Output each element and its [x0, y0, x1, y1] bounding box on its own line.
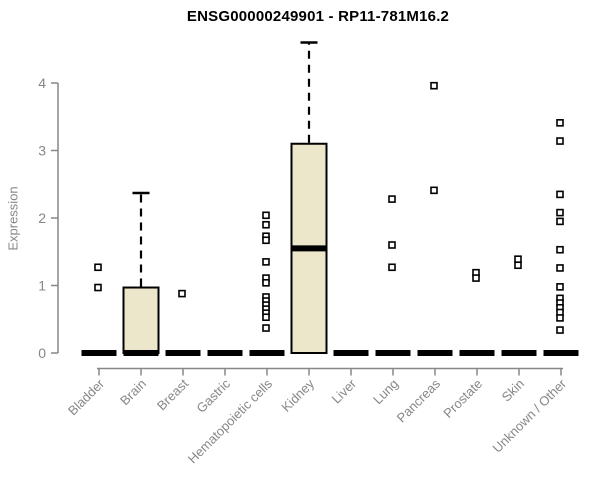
outlier-point — [556, 217, 564, 226]
median-line — [123, 350, 159, 356]
outlier-point — [514, 261, 522, 270]
x-tick-label: Bladder — [65, 376, 108, 419]
box — [122, 286, 160, 354]
y-tick-label: 0 — [38, 345, 46, 361]
outlier-point — [556, 283, 564, 291]
outlier-point — [262, 220, 270, 229]
median-line — [165, 350, 201, 356]
x-tick-label: Unknown / Other — [490, 376, 570, 456]
outlier-point — [556, 314, 564, 322]
x-tick-label: Lung — [370, 376, 401, 407]
outlier-point — [556, 137, 564, 145]
x-tick-label: Skin — [499, 376, 527, 404]
median-line — [291, 245, 327, 252]
median-line — [543, 350, 579, 356]
outlier-point — [556, 208, 564, 217]
median-line — [207, 350, 243, 356]
outlier-point — [262, 313, 270, 322]
outlier-point — [430, 186, 438, 195]
outlier-point — [556, 190, 564, 199]
outlier-point — [94, 263, 102, 272]
outlier-point — [262, 258, 270, 266]
median-line — [249, 350, 285, 356]
median-line — [375, 350, 411, 356]
median-line — [81, 350, 117, 356]
x-tick-label: Pancreas — [394, 376, 444, 426]
x-tick-label: Gastric — [193, 376, 233, 416]
x-tick-label: Kidney — [278, 376, 317, 415]
y-tick-label: 1 — [38, 278, 46, 294]
outlier-point — [388, 263, 396, 272]
y-axis-title: Expression — [5, 186, 21, 251]
outlier-point — [262, 324, 270, 332]
y-tick-label: 3 — [38, 143, 46, 159]
outlier-point — [514, 255, 522, 263]
outlier-point — [94, 283, 102, 292]
outlier-point — [388, 241, 396, 249]
outlier-point — [556, 326, 564, 334]
outlier-point — [430, 81, 438, 90]
median-line — [459, 350, 495, 356]
outlier-point — [262, 236, 270, 245]
outlier-point — [556, 264, 564, 272]
median-line — [333, 350, 369, 356]
x-tick-label: Prostate — [440, 376, 485, 421]
y-tick-label: 2 — [38, 210, 46, 226]
outlier-point — [262, 211, 270, 220]
outlier-point — [388, 195, 396, 203]
median-line — [417, 350, 453, 356]
x-tick-label: Brain — [117, 376, 149, 408]
outlier-point — [262, 278, 270, 287]
x-tick-label: Breast — [154, 376, 191, 413]
median-line — [501, 350, 537, 356]
outlier-point — [556, 245, 564, 254]
outlier-point — [178, 289, 186, 298]
outlier-point — [472, 274, 480, 282]
chart-title: ENSG00000249901 - RP11-781M16.2 — [186, 8, 450, 25]
outlier-point — [556, 119, 564, 127]
x-tick-label: Liver — [329, 376, 360, 407]
y-tick-label: 4 — [38, 75, 46, 91]
